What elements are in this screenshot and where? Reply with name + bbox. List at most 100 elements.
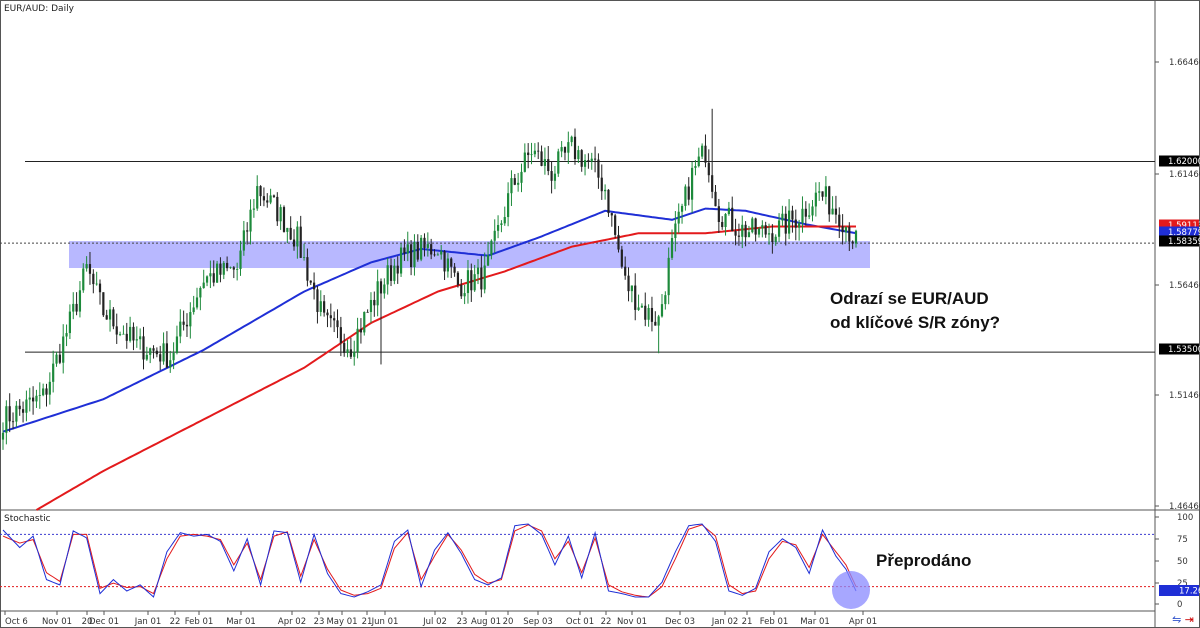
candle-body — [169, 360, 172, 368]
candle-body — [744, 224, 747, 238]
candle-body — [493, 230, 496, 241]
candle-body — [640, 305, 644, 308]
candle-body — [229, 267, 232, 269]
x-tick-label: 22 — [601, 617, 612, 627]
candle-body — [406, 244, 409, 254]
candle-body — [175, 336, 179, 353]
candle-body — [282, 207, 286, 232]
candle-body — [333, 318, 336, 321]
candle-body — [510, 178, 513, 194]
candle-body — [88, 264, 92, 274]
candle-body — [262, 196, 266, 201]
expand-icon[interactable]: ⇥ — [1184, 613, 1194, 626]
candle-body — [824, 186, 827, 197]
candle-body — [339, 327, 342, 344]
candle-body — [600, 177, 603, 192]
candle-body — [757, 228, 761, 235]
chart-toolbar[interactable]: ⇋ ⇥ — [1172, 613, 1194, 626]
candle-body — [440, 251, 443, 255]
candle-body — [520, 171, 523, 183]
candle-body — [446, 258, 449, 272]
candle-body — [172, 352, 175, 361]
candle-body — [326, 312, 329, 316]
candle-body — [483, 265, 486, 290]
candle-body — [781, 213, 784, 221]
candle-body — [560, 147, 563, 152]
candle-body — [246, 230, 249, 232]
candle-body — [376, 281, 379, 306]
stoch-tick-label: 100 — [1177, 513, 1193, 523]
candle-body — [32, 397, 35, 402]
candle-body — [296, 226, 299, 247]
candle-body — [496, 224, 500, 231]
candle-body — [319, 301, 322, 312]
stoch-tick-label: 75 — [1177, 535, 1188, 545]
candle-body — [527, 152, 530, 156]
candle-body — [697, 156, 700, 167]
candle-body — [791, 210, 794, 220]
candle-body — [731, 207, 734, 232]
candle-body — [704, 145, 707, 163]
candle-body — [236, 268, 239, 270]
blue-moving-average — [2, 207, 857, 433]
candle-body — [209, 273, 212, 277]
candle-body — [667, 257, 670, 296]
candle-body — [346, 349, 349, 353]
candle-body — [476, 267, 480, 275]
candle-body — [102, 292, 105, 316]
candle-body — [517, 182, 520, 185]
candle-body — [804, 208, 807, 217]
candle-body — [430, 244, 433, 255]
candle-body — [399, 247, 403, 274]
candle-body — [794, 219, 797, 228]
candle-body — [215, 263, 219, 283]
y-tick-label: 1.51460 — [1169, 391, 1200, 401]
candle-body — [185, 324, 189, 327]
candle-body — [152, 348, 155, 351]
candle-body — [647, 307, 650, 320]
candle-body — [664, 295, 667, 305]
x-tick-label: Feb 01 — [185, 617, 214, 627]
candle-body — [249, 209, 252, 232]
candle-body — [443, 251, 446, 272]
candle-body — [11, 421, 15, 423]
candle-body — [386, 265, 389, 285]
candle-body — [634, 285, 637, 310]
candle-body — [45, 388, 48, 395]
candle-body — [403, 247, 406, 254]
x-tick-label: Dec 01 — [89, 617, 119, 627]
candle-body — [724, 213, 727, 228]
candle-body — [453, 266, 456, 273]
candle-body — [617, 234, 620, 250]
candle-body — [593, 158, 597, 160]
candle-body — [767, 233, 771, 235]
candle-body — [192, 307, 195, 313]
candle-body — [630, 285, 633, 292]
candle-body — [610, 213, 613, 216]
price-label: 1.53500 — [1168, 345, 1200, 355]
sync-icon[interactable]: ⇋ — [1172, 613, 1182, 626]
candle-body — [577, 150, 580, 160]
price-label-box — [1159, 343, 1199, 355]
candle-body — [657, 316, 660, 326]
candle-body — [844, 227, 848, 233]
candle-body — [460, 284, 463, 297]
candle-body — [650, 307, 654, 322]
candle-body — [684, 186, 687, 206]
candle-body — [383, 284, 386, 294]
candle-body — [55, 354, 58, 364]
candle-body — [62, 336, 65, 363]
oversold-circle — [832, 571, 870, 609]
x-tick-label: 23 — [314, 617, 325, 627]
candle-body — [751, 218, 754, 233]
candle-body — [480, 267, 483, 290]
candle-body — [226, 262, 229, 269]
candle-body — [306, 257, 309, 281]
candle-body — [841, 226, 844, 233]
candle-body — [543, 159, 547, 166]
candle-body — [219, 263, 222, 275]
x-tick-label: Jul 02 — [422, 617, 447, 627]
candle-body — [808, 215, 811, 217]
